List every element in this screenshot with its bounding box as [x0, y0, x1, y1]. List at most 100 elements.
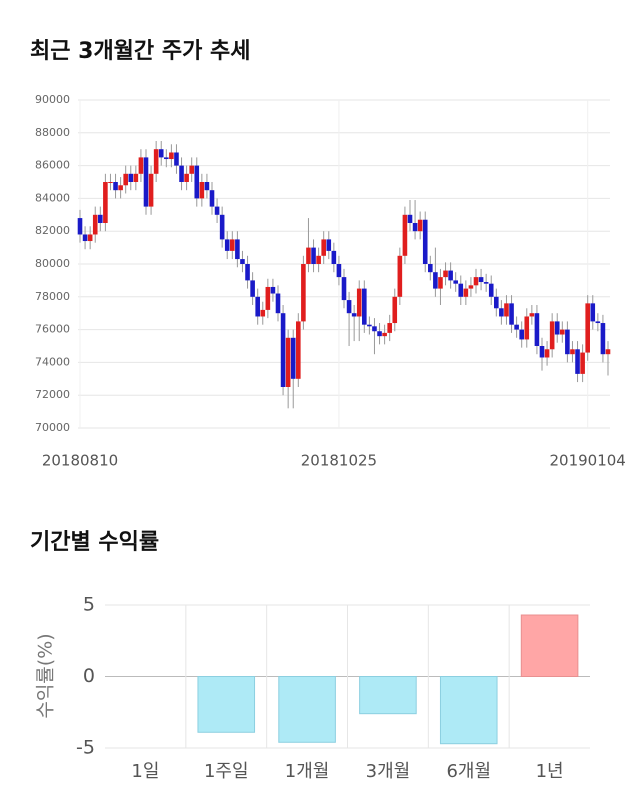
candle-body	[585, 303, 590, 353]
candle-body	[560, 329, 565, 335]
candle-body	[362, 288, 367, 325]
candle-body	[549, 321, 555, 350]
x-tick-label: 20190104	[550, 452, 626, 470]
candle-body	[382, 332, 387, 337]
candle-body	[321, 239, 326, 256]
x-tick-label: 6개월	[446, 761, 491, 782]
y-tick-label: 74000	[35, 355, 70, 368]
chart-title: 최근 3개월간 주가 추세	[30, 39, 250, 64]
candle-body	[524, 316, 530, 340]
candle-body	[240, 259, 245, 264]
candle-body	[539, 346, 545, 358]
candle-body	[417, 219, 423, 232]
y-tick-label: 5	[83, 594, 95, 616]
candle-body	[103, 182, 108, 223]
y-tick-label: 80000	[35, 257, 70, 270]
candle-body	[235, 239, 240, 260]
y-tick-label: 0	[83, 665, 95, 687]
candle-body	[133, 173, 139, 182]
candle-body	[174, 152, 179, 166]
candle-body	[209, 190, 215, 207]
candle-body	[250, 280, 255, 297]
candle-body	[306, 247, 311, 264]
candle-body	[296, 321, 301, 379]
candle-body	[301, 264, 306, 322]
candle-body	[443, 270, 448, 278]
y-tick-label: 84000	[35, 191, 70, 204]
candle-body	[113, 182, 118, 191]
candle-body	[164, 157, 169, 160]
candle-body	[458, 283, 464, 297]
candle-body	[316, 255, 321, 264]
candle-body	[494, 296, 499, 309]
candle-body	[230, 239, 235, 251]
x-tick-label: 1일	[131, 761, 159, 782]
candle-body	[570, 349, 575, 355]
candle-body	[204, 182, 210, 191]
y-tick-label: -5	[76, 737, 95, 759]
candle-body	[468, 285, 474, 289]
candle-body	[179, 165, 184, 182]
candle-body	[402, 214, 408, 256]
candle-body	[514, 324, 519, 330]
candle-body	[407, 214, 413, 223]
x-tick-label: 1개월	[285, 761, 330, 782]
chart-title: 기간별 수익률	[30, 530, 159, 555]
candle-body	[356, 288, 362, 317]
candle-body	[565, 329, 570, 355]
candle-body	[504, 303, 509, 317]
candle-body	[392, 296, 398, 324]
candle-body	[331, 250, 337, 264]
candle-body	[214, 206, 220, 215]
candle-body	[519, 329, 524, 340]
candle-body	[98, 214, 103, 223]
candle-body	[534, 313, 540, 346]
bar	[197, 676, 256, 733]
candle-body	[77, 218, 83, 235]
candle-body	[488, 283, 494, 297]
candle-body	[189, 165, 194, 174]
candle-body	[138, 157, 144, 174]
candle-body	[422, 219, 428, 264]
candle-body	[580, 352, 585, 374]
candle-body	[478, 277, 484, 283]
x-tick-label: 20181025	[301, 452, 377, 470]
bar	[520, 614, 579, 678]
y-tick-label: 72000	[35, 388, 70, 401]
bar	[439, 676, 498, 745]
candle-body	[453, 280, 458, 284]
candle-body	[367, 324, 372, 327]
y-tick-label: 86000	[35, 159, 70, 172]
candle-body	[224, 239, 230, 251]
candle-body	[255, 296, 260, 317]
candle-body	[483, 282, 489, 284]
candle-body	[529, 313, 535, 317]
candle-body	[219, 214, 225, 240]
x-tick-label: 1년	[536, 761, 564, 782]
bar	[359, 676, 417, 715]
candle-body	[148, 173, 154, 207]
y-tick-label: 82000	[35, 224, 70, 237]
candle-body	[108, 182, 113, 183]
candle-body	[290, 337, 296, 379]
candle-body	[433, 272, 438, 289]
candle-body	[438, 277, 443, 289]
candle-body	[336, 264, 342, 278]
candle-body	[575, 349, 580, 374]
candle-body	[590, 303, 596, 322]
candle-body	[346, 300, 352, 314]
candle-body	[92, 214, 98, 235]
candle-body	[554, 321, 560, 335]
y-tick-label: 76000	[35, 323, 70, 336]
candle-body	[448, 270, 453, 281]
candle-body	[265, 286, 271, 310]
candle-body	[412, 223, 418, 232]
candle-body	[428, 264, 433, 273]
candle-body	[463, 288, 469, 297]
y-tick-label: 78000	[35, 290, 70, 303]
candle-body	[326, 239, 332, 251]
x-tick-label: 1주일	[204, 761, 249, 782]
candle-body	[341, 277, 347, 301]
x-tick-label: 3개월	[366, 761, 411, 782]
